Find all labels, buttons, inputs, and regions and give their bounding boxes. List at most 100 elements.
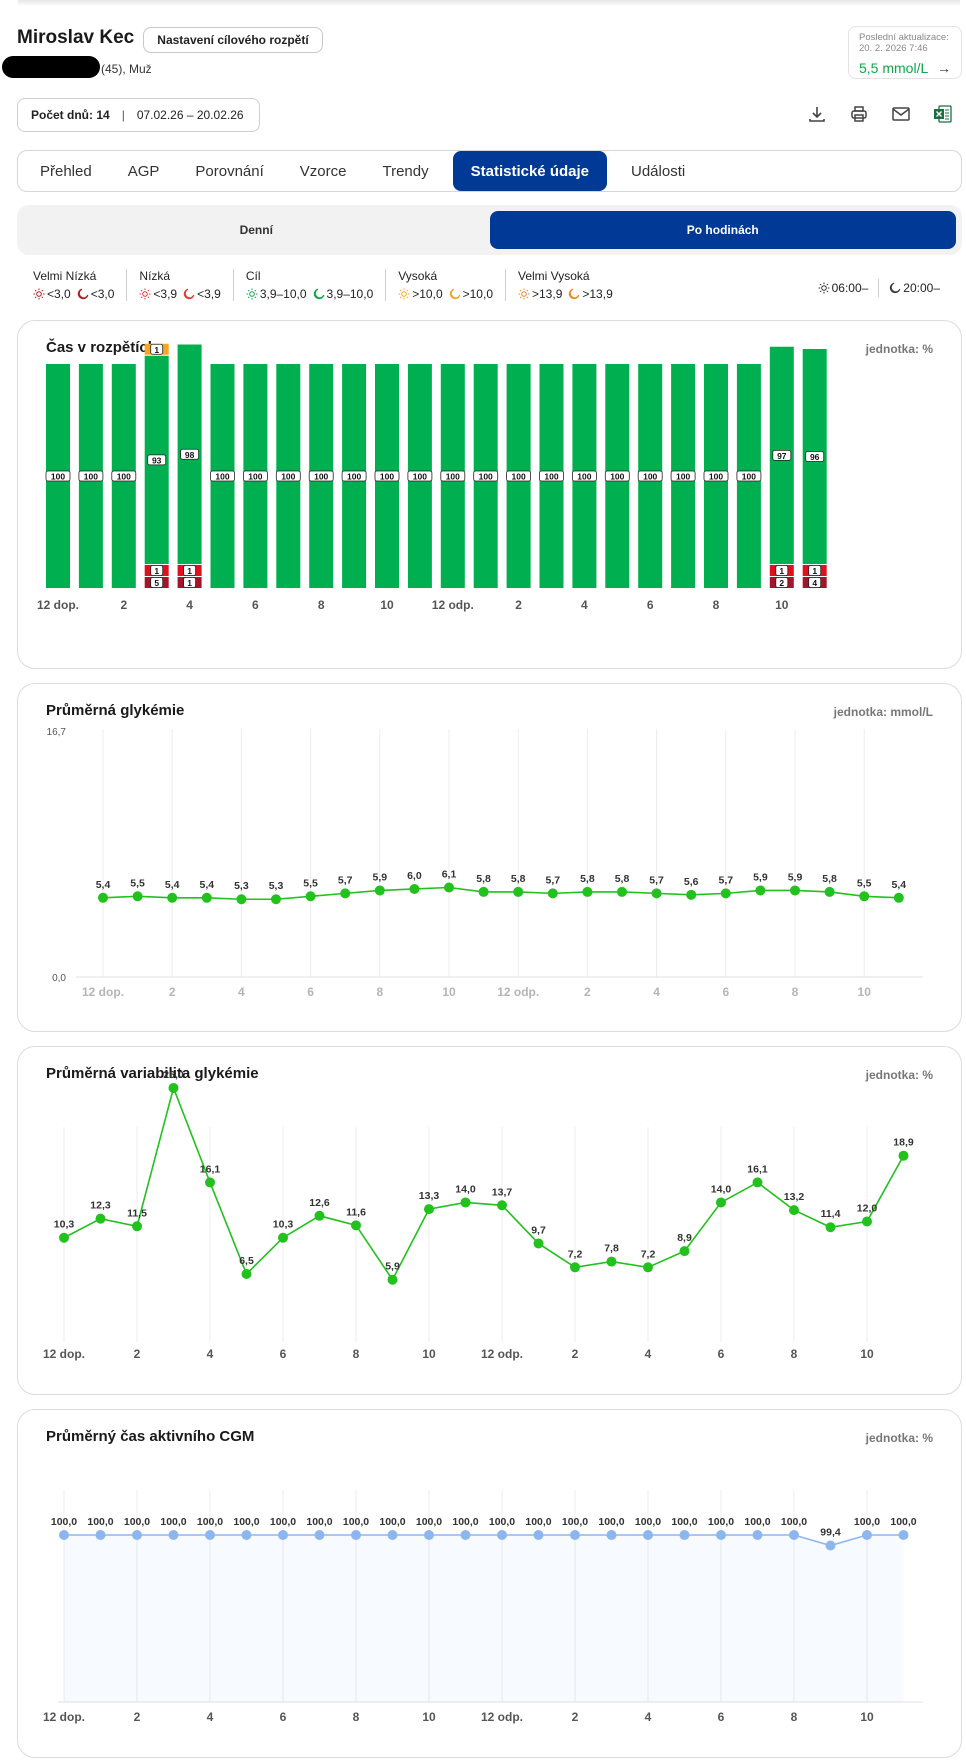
data-point <box>59 1530 69 1540</box>
sun-icon <box>398 288 410 300</box>
bar-label-box <box>183 577 197 588</box>
tab-vzorce[interactable]: Vzorce <box>299 162 347 180</box>
data-point <box>340 888 351 899</box>
target-range-settings-button[interactable]: Nastavení cílového rozpětí <box>143 27 323 53</box>
arrow-right-icon[interactable]: → <box>937 60 951 76</box>
y-tick-label: 0,0 <box>52 973 66 984</box>
bar-label-box <box>45 470 71 482</box>
date-range-selector[interactable]: Počet dnů: 14 | 07.02.26 – 20.02.26 <box>17 98 260 132</box>
tab-agp[interactable]: AGP <box>127 162 160 180</box>
bar-label: 1 <box>779 566 784 576</box>
last-update-label: Poslední aktualizace: <box>859 32 949 43</box>
data-point <box>570 1530 580 1540</box>
excel-icon[interactable] <box>932 103 954 125</box>
bar-label-box <box>808 577 822 588</box>
data-label: 6,0 <box>407 870 422 882</box>
tab-trendy[interactable]: Trendy <box>382 162 429 180</box>
tab-porovnani[interactable]: Porovnání <box>195 162 264 180</box>
x-tick-label: 6 <box>718 1347 725 1361</box>
legend-group: Velmi Vysoká >13,9 >13,9 <box>518 269 625 301</box>
legend-title: Vysoká <box>398 269 438 283</box>
data-label: 100,0 <box>233 1516 259 1528</box>
data-point <box>278 1232 288 1243</box>
data-point <box>98 892 108 903</box>
data-label: 100,0 <box>671 1516 697 1528</box>
data-point <box>278 1530 288 1540</box>
bar-label: 100 <box>51 472 65 482</box>
x-tick-label: 2 <box>134 1347 141 1361</box>
data-point <box>824 886 835 897</box>
legend-day-value: <3,9 <box>139 287 177 301</box>
data-label: 12,6 <box>309 1197 330 1209</box>
data-point <box>547 888 558 899</box>
tab-prehled[interactable]: Přehled <box>40 162 92 180</box>
data-label: 5,9 <box>788 871 803 883</box>
x-tick-label: 12 dop. <box>43 1710 85 1724</box>
data-label: 13,7 <box>492 1186 513 1198</box>
bar-label-box <box>736 470 762 482</box>
bar-label: 100 <box>248 472 262 482</box>
x-tick-label: 4 <box>645 1347 652 1361</box>
x-tick-label: 6 <box>280 1710 287 1724</box>
print-icon[interactable] <box>848 103 870 125</box>
redacted-birthdate <box>2 56 100 78</box>
bar-label-box <box>539 470 564 482</box>
data-label: 5,8 <box>476 873 491 885</box>
tab-udalosti[interactable]: Události <box>631 162 686 180</box>
data-point <box>168 1082 179 1093</box>
x-tick-label: 6 <box>280 1347 287 1361</box>
data-label: 5,7 <box>649 874 664 886</box>
cgm-active-time-chart: 100,0 100,0 100,0 100,0 100,0 100,0 100,0 100,0… <box>43 1490 923 1724</box>
data-label: 5,8 <box>822 873 837 885</box>
data-point <box>825 1222 836 1233</box>
data-label: 5,4 <box>165 879 180 891</box>
bar-label: 100 <box>742 472 756 482</box>
bar-label-box <box>111 470 137 482</box>
download-icon[interactable] <box>806 103 828 125</box>
data-label: 100,0 <box>416 1516 442 1528</box>
segment-denni[interactable]: Denní <box>239 223 273 237</box>
bar-label-box <box>772 449 792 461</box>
email-icon[interactable] <box>890 103 912 125</box>
legend-day-value: 3,9–10,0 <box>246 287 307 301</box>
tab-statisticke-udaje[interactable]: Statistické údaje <box>452 151 607 191</box>
data-label: 5,4 <box>96 879 111 891</box>
x-tick-label: 12 odp. <box>497 985 539 999</box>
data-point <box>351 1530 361 1540</box>
legend-night-value: <3,9 <box>183 287 221 301</box>
data-label: 7,2 <box>641 1248 656 1260</box>
data-point <box>241 1268 252 1279</box>
bar-label: 97 <box>777 451 787 461</box>
data-label: 5,6 <box>684 876 699 888</box>
bar-label-box <box>147 454 167 466</box>
data-point <box>789 1205 799 1216</box>
data-label: 11,4 <box>821 1208 841 1220</box>
day-time-label: 06:00– <box>831 281 869 295</box>
last-update-panel[interactable]: Poslední aktualizace: 20. 2. 2026 7:46 5… <box>848 26 962 79</box>
data-point <box>755 885 766 896</box>
x-tick-label: 8 <box>353 1710 360 1724</box>
data-point <box>643 1262 653 1273</box>
bar-label: 100 <box>380 472 394 482</box>
data-label: 100,0 <box>489 1516 515 1528</box>
night-time: 20:00– <box>889 281 940 295</box>
data-label: 26,0 <box>163 1069 184 1081</box>
data-point <box>497 1200 507 1211</box>
moon-icon <box>313 288 324 300</box>
data-label: 100,0 <box>562 1516 588 1528</box>
data-label: 9,7 <box>531 1224 546 1236</box>
data-point <box>167 892 178 903</box>
data-point <box>205 1177 215 1188</box>
data-label: 5,4 <box>199 879 214 891</box>
segment-po-hodinach[interactable]: Po hodinách <box>489 211 956 249</box>
bar-label: 100 <box>643 472 657 482</box>
bar-label: 100 <box>347 472 361 482</box>
data-label: 100,0 <box>270 1516 296 1528</box>
data-label: 100,0 <box>379 1516 405 1528</box>
data-point <box>686 889 697 900</box>
data-point <box>716 1530 726 1540</box>
data-point <box>271 894 281 905</box>
card-title: Průměrná glykémie <box>46 702 185 719</box>
data-point <box>898 1150 909 1161</box>
data-point <box>236 894 247 905</box>
